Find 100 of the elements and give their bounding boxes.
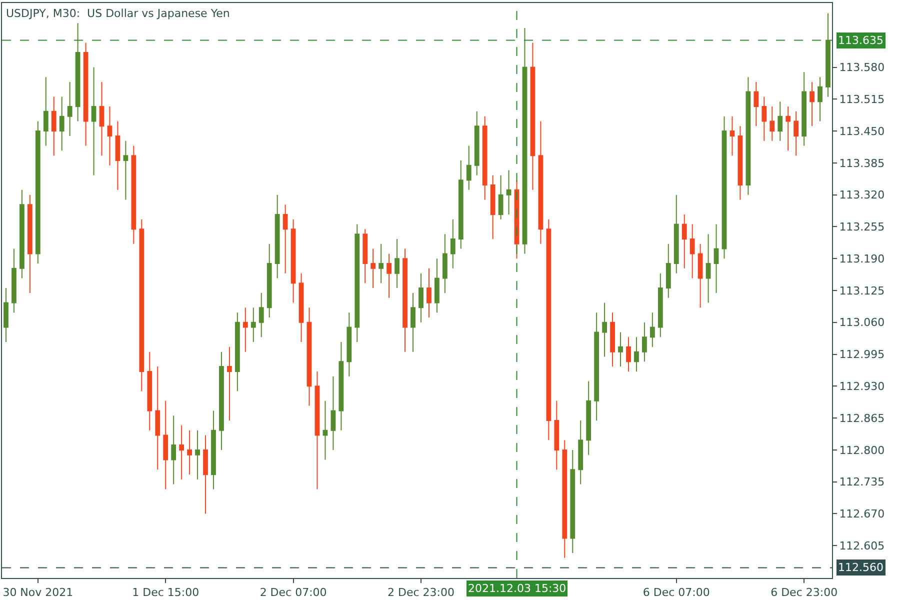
candlestick	[338, 342, 344, 431]
candlestick	[442, 234, 448, 294]
candlestick	[458, 160, 464, 250]
candlestick	[83, 42, 88, 146]
candlestick	[802, 72, 807, 146]
candlestick	[171, 415, 176, 485]
candlestick	[762, 96, 767, 142]
candlestick	[266, 243, 272, 318]
y-tick-label: 113.255	[839, 220, 885, 234]
y-tick-label: 113.320	[839, 188, 885, 202]
candlestick	[610, 312, 615, 368]
candlestick	[402, 248, 408, 352]
candlestick	[4, 288, 8, 343]
x-tick-label: 30 Nov 2021	[2, 586, 74, 600]
candlestick	[602, 302, 607, 358]
candlestick	[242, 307, 248, 352]
candlestick	[506, 170, 512, 215]
candlestick	[634, 336, 639, 372]
candlestick	[67, 81, 72, 136]
candlestick	[51, 96, 56, 156]
candlestick	[730, 116, 735, 156]
candlestick	[306, 307, 312, 406]
candlestick	[554, 400, 560, 470]
candlestick	[626, 336, 631, 372]
candlestick	[786, 106, 791, 152]
y-tick-label: 112.800	[839, 444, 885, 457]
candlestick	[578, 420, 584, 485]
candlestick	[123, 140, 128, 200]
x-tick-label: 1 Dec 15:00	[132, 586, 200, 600]
y-tick-label: 113.190	[839, 252, 885, 266]
candlestick	[490, 174, 496, 240]
candlestick	[498, 174, 504, 220]
candlestick	[394, 238, 400, 289]
ref-line-label: 113.635	[838, 34, 884, 47]
candlestick	[706, 234, 711, 304]
candlestick	[778, 101, 783, 142]
candlestick	[99, 81, 104, 156]
candlestick	[290, 218, 296, 304]
candlestick	[546, 218, 552, 441]
x-tick-label: 6 Dec 23:00	[770, 586, 838, 600]
candlestick	[666, 243, 671, 298]
candlestick	[20, 189, 24, 279]
candlestick	[466, 145, 472, 190]
candlestick	[187, 430, 192, 475]
candlestick	[211, 410, 216, 490]
candlestick	[418, 272, 424, 323]
candlestick	[698, 243, 703, 308]
candlestick	[450, 218, 456, 269]
candlestick	[362, 228, 368, 284]
candlestick	[282, 204, 288, 274]
candlestick	[12, 248, 16, 314]
y-tick-label: 113.515	[839, 93, 885, 106]
candlestick	[35, 120, 40, 264]
candlestick	[195, 430, 200, 480]
candlestick	[714, 224, 719, 294]
candlestick	[722, 116, 727, 260]
candlestick	[746, 76, 751, 196]
candlestick	[386, 253, 392, 298]
candlestick	[410, 292, 416, 352]
x-tick-label: 2 Dec 07:00	[260, 586, 327, 600]
candlestick	[354, 224, 360, 343]
candlestick	[250, 307, 256, 343]
candlestick	[682, 214, 687, 269]
candlestick	[562, 440, 568, 558]
y-tick-label: 112.605	[839, 539, 885, 552]
candlestick	[203, 434, 208, 514]
y-tick-label: 112.865	[839, 412, 885, 425]
candlestick	[378, 243, 384, 284]
candlestick	[27, 194, 32, 294]
candlestick	[826, 12, 830, 98]
y-tick-label: 112.735	[839, 476, 885, 489]
x-tick-label: 6 Dec 07:00	[642, 586, 710, 600]
y-tick-label: 113.450	[839, 124, 885, 138]
candlestick	[642, 322, 647, 362]
candlestick	[570, 449, 576, 554]
candlestick	[274, 194, 280, 279]
candlestick	[658, 272, 663, 338]
candlestick	[59, 96, 64, 152]
candlestick	[434, 258, 440, 314]
candlestick	[618, 332, 623, 368]
chart-title: USDJPY, M30: US Dollar vs Japanese Yen	[6, 7, 230, 20]
candlestick	[810, 81, 814, 127]
candlestick	[690, 224, 695, 279]
candlestick	[219, 351, 224, 450]
candlestick	[322, 400, 328, 460]
candlestick	[107, 106, 112, 166]
candlestick	[330, 376, 336, 450]
candlestick	[139, 218, 144, 392]
candlestick	[298, 272, 304, 343]
y-tick-label: 112.930	[839, 380, 885, 394]
candlestick	[522, 28, 528, 254]
y-tick-label: 113.125	[839, 284, 885, 298]
candlestick	[346, 312, 352, 377]
candlestick	[674, 194, 679, 274]
candlestick	[179, 424, 184, 480]
candlestick	[530, 42, 536, 190]
candlestick	[818, 76, 822, 122]
ref-line-label: 112.560	[838, 561, 884, 574]
candlestick	[91, 66, 96, 176]
candlestick	[227, 346, 232, 422]
